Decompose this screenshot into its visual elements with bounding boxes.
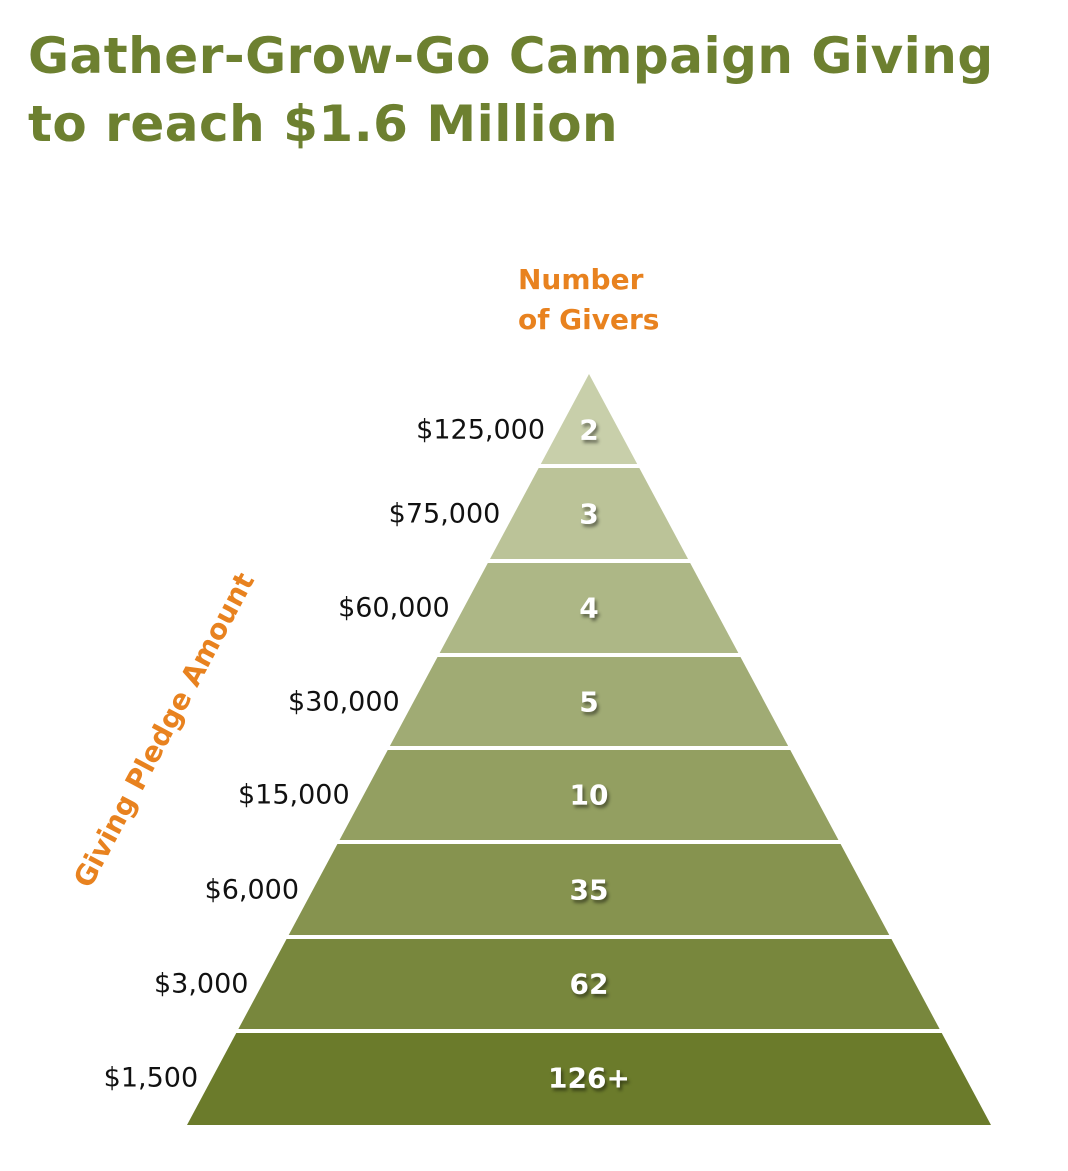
tier-pledge-amount: $75,000: [388, 498, 501, 529]
tier-pledge-amount: $60,000: [338, 592, 450, 624]
header-line-1: Number: [518, 263, 644, 296]
tier-giver-count: 3: [579, 497, 599, 530]
tier-giver-count: 2: [579, 413, 599, 447]
page-title: Gather-Grow-Go Campaign Giving to reach …: [28, 22, 994, 158]
tier-giver-count: 5: [579, 685, 599, 718]
tier-giver-count: 126+: [548, 1061, 630, 1095]
tier-giver-count: 4: [579, 591, 599, 625]
tier-pledge-amount: $1,500: [103, 1062, 199, 1094]
tier-pledge-amount: $3,000: [153, 968, 249, 1000]
tier-pledge-amount: $15,000: [237, 779, 350, 811]
tier-pledge-amount: $30,000: [288, 686, 400, 717]
header-line-2: of Givers: [518, 303, 660, 336]
tier-giver-count: 10: [569, 778, 609, 812]
pyramid-tier-6: [288, 844, 890, 935]
tier-pledge-amount: $6,000: [204, 874, 300, 905]
pyramid-tier-4: [389, 657, 789, 746]
tier-giver-count: 62: [569, 967, 609, 1001]
tier-pledge-amount: $125,000: [416, 414, 546, 446]
title-line-2: to reach $1.6 Million: [28, 95, 619, 153]
title-line-1: Gather-Grow-Go Campaign Giving: [28, 27, 994, 85]
number-of-givers-header: Number of Givers: [518, 260, 659, 340]
pyramid-tier-7: [238, 939, 940, 1029]
pyramid-tier-2: [489, 468, 689, 559]
pyramid-tier-3: [439, 563, 739, 653]
pyramid-tier-1: [540, 374, 638, 464]
pyramid-tier-8: [187, 1033, 991, 1125]
pyramid-tier-5: [339, 750, 839, 840]
tier-giver-count: 35: [569, 873, 609, 906]
